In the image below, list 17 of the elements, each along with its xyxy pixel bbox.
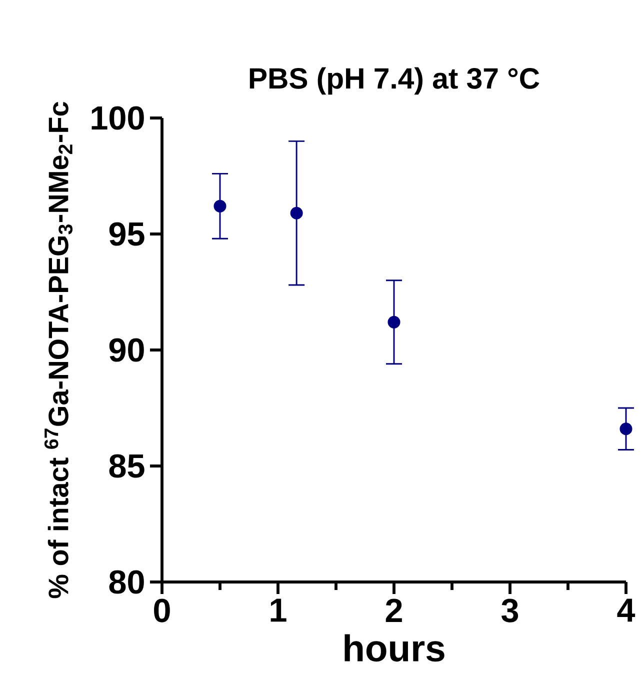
x-axis-title: hours (344, 634, 444, 662)
chart-title: PBS (pH 7.4) at 37 °C (250, 67, 540, 95)
x-tick-label: 0 (154, 598, 170, 622)
y-tick-label: 80 (109, 570, 144, 594)
y-axis-title: % of intact $^{67}$Ga-NOTA-PEG$_{3}$-NMe$_{2}$-Fc (44, 102, 73, 598)
y-tick-label: 90 (109, 338, 144, 362)
point (214, 200, 226, 212)
y-tick-label: 85 (109, 454, 144, 478)
y-tick-label: 95 (109, 222, 144, 246)
point (620, 422, 632, 436)
point (388, 316, 400, 328)
y-tick-label: 100 (92, 106, 144, 130)
x-tick-label: 1 (270, 598, 286, 622)
x-tick-label: 2 (386, 598, 402, 622)
x-tick-label: 4 (617, 598, 636, 622)
point (290, 206, 303, 220)
x-tick-label: 3 (502, 598, 518, 622)
